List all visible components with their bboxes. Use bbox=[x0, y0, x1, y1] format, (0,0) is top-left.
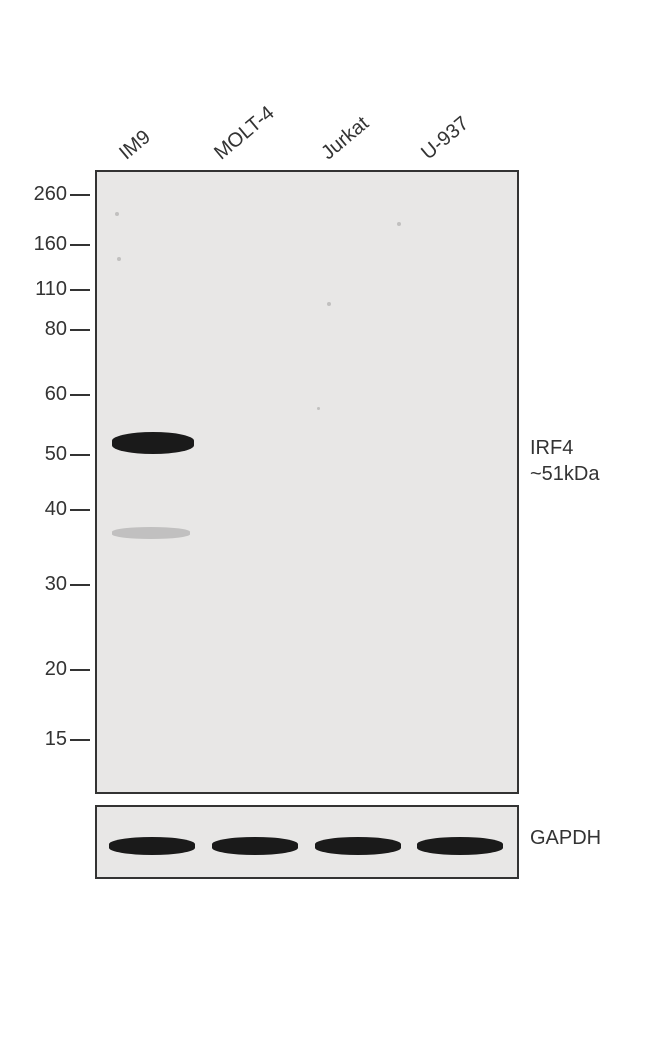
loading-control-label: GAPDH bbox=[530, 825, 601, 851]
target-name: IRF4 bbox=[530, 437, 573, 459]
lane-label-1: IM9 bbox=[115, 126, 155, 165]
lane-labels-row: IM9 MOLT-4 Jurkat U-937 bbox=[95, 90, 525, 170]
lane-label-4: U-937 bbox=[417, 112, 474, 165]
tick-icon bbox=[70, 454, 90, 456]
noise-dot bbox=[115, 212, 119, 216]
mw-260: 260 bbox=[34, 183, 90, 206]
noise-dot bbox=[397, 222, 401, 226]
tick-icon bbox=[70, 244, 90, 246]
mw-60: 60 bbox=[45, 383, 90, 406]
mw-value: 20 bbox=[45, 658, 67, 681]
mw-value: 50 bbox=[45, 443, 67, 466]
mw-50: 50 bbox=[45, 443, 90, 466]
mw-value: 30 bbox=[45, 573, 67, 596]
mw-value: 160 bbox=[34, 233, 67, 256]
gapdh-band-1 bbox=[109, 837, 195, 855]
mw-40: 40 bbox=[45, 498, 90, 521]
mw-value: 110 bbox=[35, 278, 67, 301]
figure-container: IM9 MOLT-4 Jurkat U-937 260 160 110 80 6… bbox=[0, 0, 650, 1060]
mw-20: 20 bbox=[45, 658, 90, 681]
main-blot-panel bbox=[95, 170, 519, 794]
noise-dot bbox=[117, 257, 121, 261]
tick-icon bbox=[70, 584, 90, 586]
tick-icon bbox=[70, 194, 90, 196]
faint-band-im9 bbox=[112, 527, 190, 539]
gapdh-band-3 bbox=[315, 837, 401, 855]
irf4-band-im9 bbox=[112, 432, 194, 454]
tick-icon bbox=[70, 394, 90, 396]
target-size: ~51kDa bbox=[530, 463, 600, 485]
mw-15: 15 bbox=[45, 728, 90, 751]
mw-value: 60 bbox=[45, 383, 67, 406]
mw-30: 30 bbox=[45, 573, 90, 596]
tick-icon bbox=[70, 739, 90, 741]
mw-value: 40 bbox=[45, 498, 67, 521]
mw-110: 110 bbox=[35, 278, 90, 301]
mw-160: 160 bbox=[34, 233, 90, 256]
lane-label-3: Jurkat bbox=[317, 112, 374, 165]
mw-value: 260 bbox=[34, 183, 67, 206]
gapdh-band-2 bbox=[212, 837, 298, 855]
gapdh-band-4 bbox=[417, 837, 503, 855]
mw-80: 80 bbox=[45, 318, 90, 341]
tick-icon bbox=[70, 509, 90, 511]
mw-value: 80 bbox=[45, 318, 67, 341]
mw-value: 15 bbox=[45, 728, 67, 751]
gapdh-blot-panel bbox=[95, 805, 519, 879]
noise-dot bbox=[327, 302, 331, 306]
noise-dot bbox=[317, 407, 320, 410]
lane-label-2: MOLT-4 bbox=[210, 102, 279, 165]
primary-target-label: IRF4 ~51kDa bbox=[530, 435, 600, 487]
tick-icon bbox=[70, 329, 90, 331]
tick-icon bbox=[70, 289, 90, 291]
tick-icon bbox=[70, 669, 90, 671]
